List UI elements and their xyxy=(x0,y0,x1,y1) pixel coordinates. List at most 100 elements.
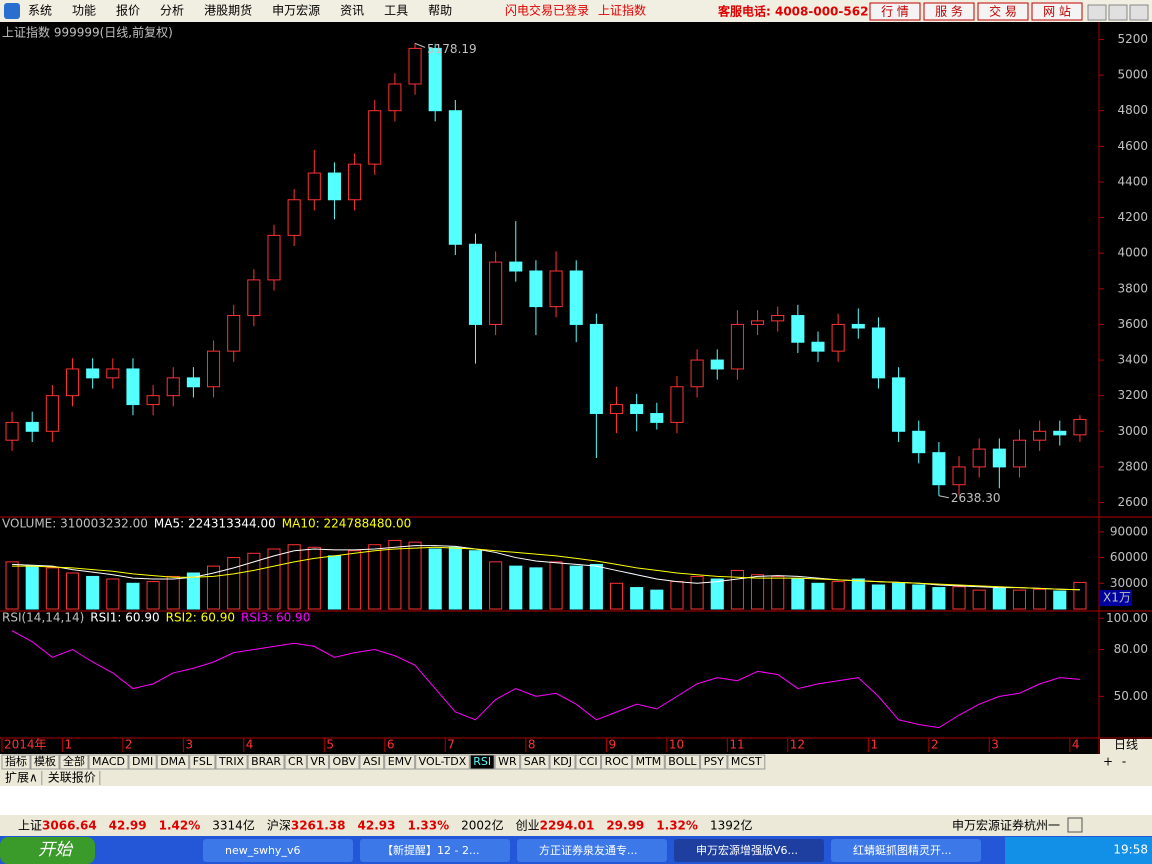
menu-item[interactable]: 报价 xyxy=(116,3,140,18)
indicator-tab-label[interactable]: BRAR xyxy=(251,755,281,768)
indicator-tab-label[interactable]: MACD xyxy=(92,755,125,768)
zoom-button[interactable]: + xyxy=(1103,755,1113,769)
restore[interactable] xyxy=(1108,4,1128,21)
volume-bar xyxy=(1033,588,1047,610)
indicator-tab-label[interactable]: TRIX xyxy=(218,755,245,768)
indicator-tab[interactable] xyxy=(727,754,766,770)
indicator-tab-label[interactable]: DMA xyxy=(160,755,186,768)
indicator-tab-label[interactable]: VOL-TDX xyxy=(419,755,467,768)
indicator-tab-label[interactable]: ASI xyxy=(363,755,381,768)
indicator-tab-label[interactable]: FSL xyxy=(193,755,213,768)
menu-item[interactable]: 系统 xyxy=(28,4,52,18)
menu-item[interactable]: 申万宏源 xyxy=(272,3,320,18)
indicator-tab[interactable] xyxy=(306,754,330,770)
indicator-tab-label[interactable]: 指标 xyxy=(5,754,27,768)
indicator-tab[interactable] xyxy=(30,754,60,770)
task-button[interactable] xyxy=(517,839,667,862)
indicator-tab[interactable] xyxy=(632,754,665,770)
volume-bar xyxy=(690,575,704,610)
y-tick-label: 3600 xyxy=(1117,317,1148,331)
menu-item[interactable]: 分析 xyxy=(160,4,184,18)
zoom-button[interactable]: - xyxy=(1122,755,1126,769)
indicator-tab-label[interactable]: WR xyxy=(498,755,517,768)
task-label[interactable]: 【新提醒】12 - 2... xyxy=(382,843,479,857)
indicator-tab[interactable] xyxy=(415,754,470,770)
candle-body xyxy=(771,315,785,322)
indicator-tab[interactable] xyxy=(520,754,550,770)
indicator-tab[interactable] xyxy=(664,754,701,770)
indicator-tab[interactable] xyxy=(156,754,190,770)
sub-tab[interactable]: 关联报价 xyxy=(48,770,96,785)
indicator-tab-label[interactable]: PSY xyxy=(704,755,725,768)
volume-bar xyxy=(1073,581,1087,610)
indicator-tab[interactable] xyxy=(215,754,248,770)
menu-item[interactable]: 工具 xyxy=(384,4,408,18)
indicator-tab-label[interactable]: 模板 xyxy=(34,754,56,768)
indicator-tab-label[interactable]: 全部 xyxy=(63,754,85,768)
indicator-tab[interactable] xyxy=(59,754,89,770)
y-tick-label: 3400 xyxy=(1117,353,1148,367)
top-button[interactable] xyxy=(923,2,975,21)
top-button-label[interactable]: 行 情 xyxy=(881,5,909,19)
start-label[interactable]: 开始 xyxy=(38,840,74,860)
top-button-label[interactable]: 服 务 xyxy=(935,4,963,19)
indicator-tab-label[interactable]: KDJ xyxy=(553,755,572,768)
indicator-tab[interactable] xyxy=(549,754,576,770)
indicator-tab-label[interactable]: OBV xyxy=(333,755,357,768)
top-button-label[interactable]: 网 站 xyxy=(1043,5,1071,19)
indicator-tab[interactable] xyxy=(128,754,157,770)
indicator-tab[interactable] xyxy=(494,754,521,770)
indicator-tab[interactable] xyxy=(359,754,385,770)
start-button[interactable] xyxy=(0,837,95,864)
indicator-tab[interactable] xyxy=(88,754,129,770)
minimize[interactable] xyxy=(1087,4,1107,21)
volume-bar xyxy=(569,565,583,610)
indicator-tab-label[interactable]: DMI xyxy=(132,755,153,768)
task-label[interactable]: 红蜻蜓抓图精灵开... xyxy=(853,843,952,857)
indicator-tab-label[interactable]: VR xyxy=(310,755,326,768)
volume-bar xyxy=(549,561,563,610)
task-button[interactable] xyxy=(203,839,353,862)
task-label[interactable]: new_swhy_v6 xyxy=(225,844,300,857)
indicator-tab[interactable] xyxy=(575,754,602,770)
top-button[interactable] xyxy=(869,2,921,21)
indicator-tab-label[interactable]: RSI xyxy=(473,755,491,768)
task-label[interactable]: 申万宏源增强版V6... xyxy=(696,843,798,857)
task-button[interactable] xyxy=(831,839,981,862)
menu-item[interactable]: 帮助 xyxy=(428,4,452,18)
close[interactable] xyxy=(1129,4,1149,21)
top-button-label[interactable]: 交 易 xyxy=(989,4,1017,19)
indicator-tab[interactable] xyxy=(247,754,285,770)
indicator-tab-label[interactable]: EMV xyxy=(388,755,412,768)
volume-bar xyxy=(529,567,543,610)
top-button[interactable] xyxy=(1031,2,1083,21)
indicator-tab[interactable] xyxy=(1,754,31,770)
volume-bar xyxy=(670,581,684,610)
indicator-tab-label[interactable]: MCST xyxy=(731,755,762,768)
indicator-tab[interactable] xyxy=(384,754,416,770)
candle-body xyxy=(126,368,140,406)
status-icon[interactable] xyxy=(1067,817,1083,833)
indicator-tab[interactable] xyxy=(469,754,495,770)
indicator-tab-label[interactable]: ROC xyxy=(605,755,629,768)
indicator-tab[interactable] xyxy=(601,754,633,770)
indicator-tab[interactable] xyxy=(329,754,360,770)
menu-item[interactable]: 功能 xyxy=(72,4,96,18)
candle-body xyxy=(65,368,80,397)
indicator-tab-label[interactable]: MTM xyxy=(636,755,662,768)
indicator-tab-label[interactable]: SAR xyxy=(524,755,547,768)
task-label[interactable]: 方正证券泉友通专... xyxy=(539,843,638,857)
menu-item[interactable]: 资讯 xyxy=(340,4,364,18)
top-button[interactable] xyxy=(977,2,1029,21)
legend-label: MA5: 224313344.00 xyxy=(154,517,276,531)
indicator-tab[interactable] xyxy=(189,754,216,770)
indicator-tab-label[interactable]: BOLL xyxy=(668,755,697,768)
menu-item[interactable]: 港股期货 xyxy=(204,3,252,18)
indicator-tab-label[interactable]: CR xyxy=(288,755,304,768)
sub-tab[interactable]: 扩展∧ xyxy=(5,771,38,785)
task-button[interactable] xyxy=(360,839,510,862)
indicator-tab[interactable] xyxy=(284,754,307,770)
indicator-tab[interactable] xyxy=(700,754,728,770)
indicator-tab-label[interactable]: CCI xyxy=(579,755,598,768)
task-button[interactable] xyxy=(674,839,824,862)
